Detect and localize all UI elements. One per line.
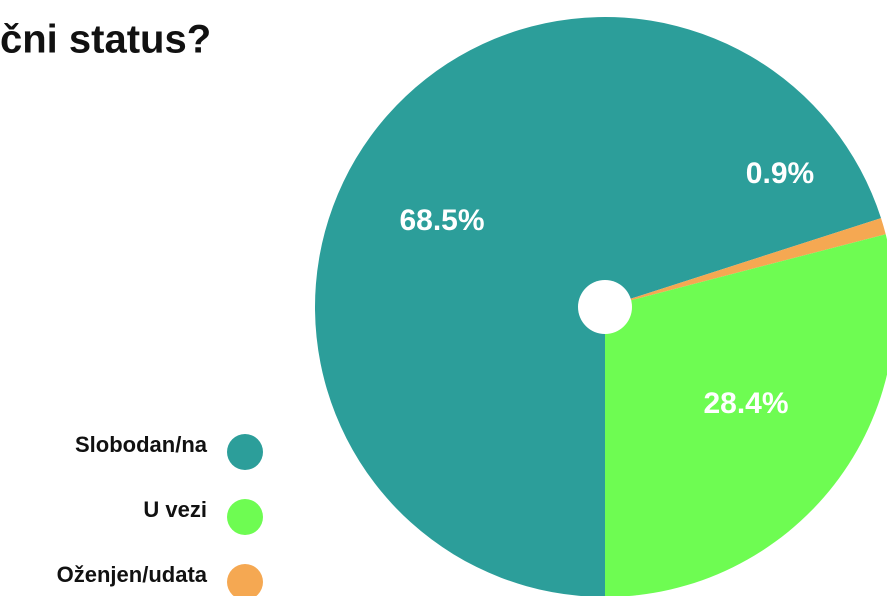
chart-title: čni status? <box>0 18 211 62</box>
legend-swatch <box>227 564 263 596</box>
pie-slice <box>605 218 886 307</box>
pie-slice <box>605 234 887 596</box>
data-label: 28.4% <box>703 387 788 420</box>
donut-hole <box>578 280 632 334</box>
legend-swatch <box>227 434 263 470</box>
legend-label: U vezi <box>143 497 207 522</box>
legend-label: Oženjen/udata <box>57 562 208 587</box>
legend-label: Slobodan/na <box>75 432 208 457</box>
data-label: 0.9% <box>746 157 814 190</box>
data-label: 68.5% <box>399 204 484 237</box>
legend-swatch <box>227 499 263 535</box>
